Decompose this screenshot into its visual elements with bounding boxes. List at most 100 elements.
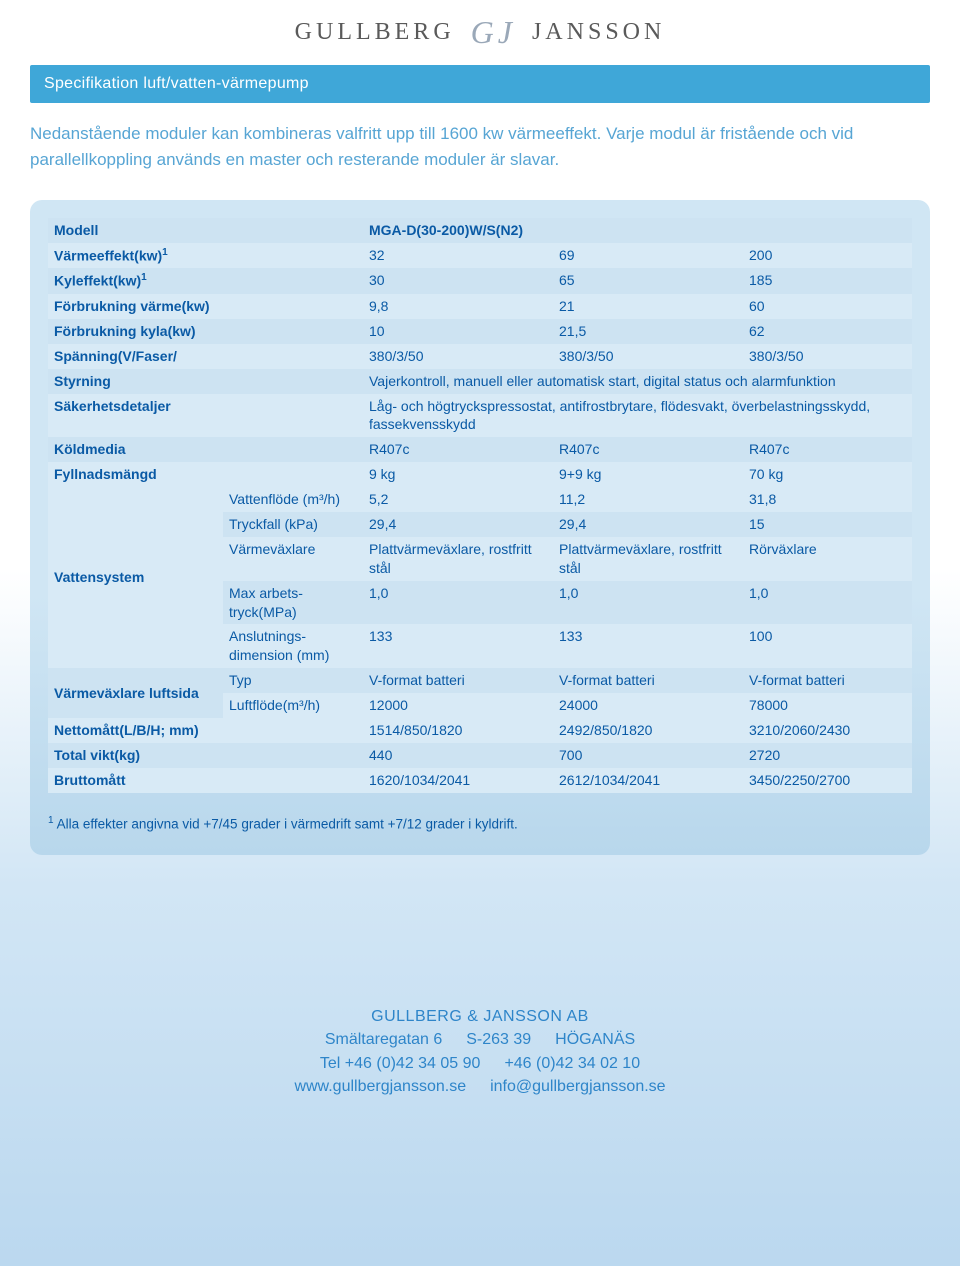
table-row: Förbrukning kyla(kw)1021,562 [48,319,912,344]
table-cell: 1620/1034/2041 [363,768,553,793]
table-cell: 3450/2250/2700 [743,768,912,793]
table-cell: 62 [743,319,912,344]
table-cell: 1,0 [743,581,912,625]
table-cell: MGA-D(30-200)W/S(N2) [363,218,912,243]
table-cell: 380/3/50 [553,344,743,369]
logo-right: JANSSON [532,19,665,45]
table-cell: Modell [48,218,363,243]
footer-tel1: Tel +46 (0)42 34 05 90 [320,1055,481,1072]
table-cell: Anslutnings­dimension (mm) [223,624,363,668]
table-cell: Bruttomått [48,768,363,793]
table-cell: Värmeväxlare [223,537,363,581]
table-cell: 185 [743,268,912,294]
table-cell: 700 [553,743,743,768]
table-cell: 12000 [363,693,553,718]
footer-addr-street: Smältaregatan 6 [325,1031,442,1048]
table-cell: Total vikt(kg) [48,743,363,768]
table-row: Bruttomått1620/1034/20412612/1034/204134… [48,768,912,793]
table-cell: 10 [363,319,553,344]
logo-monogram-icon: GJ [465,14,522,51]
footer-web: www.gullbergjansson.se [294,1078,466,1095]
table-row: StyrningVajerkontroll, manuell eller aut… [48,369,912,394]
table-row: KöldmediaR407cR407cR407c [48,437,912,462]
table-cell: Luftflöde(m³/h) [223,693,363,718]
table-cell: 9+9 kg [553,462,743,487]
spec-table: ModellMGA-D(30-200)W/S(N2)Värmeeffekt(kw… [48,218,912,793]
table-row: Kyleffekt(kw)13065185 [48,268,912,294]
table-cell: 100 [743,624,912,668]
table-cell: 9,8 [363,294,553,319]
table-cell: 380/3/50 [743,344,912,369]
table-cell: Styrning [48,369,363,394]
table-cell: 9 kg [363,462,553,487]
table-cell: Låg- och högtryckspressostat, antifrostb… [363,394,912,438]
table-cell: 1514/850/1820 [363,718,553,743]
table-cell: Plattvärmeväxlare, rostfritt stål [553,537,743,581]
table-cell: Spänning(V/Faser/ [48,344,363,369]
table-cell: Vajerkontroll, manuell eller automatisk … [363,369,912,394]
table-cell: R407c [363,437,553,462]
table-cell: 21,5 [553,319,743,344]
table-cell: 69 [553,243,743,269]
table-cell: Förbrukning värme(kw) [48,294,363,319]
table-cell: 11,2 [553,487,743,512]
table-cell: 29,4 [553,512,743,537]
spec-table-card: ModellMGA-D(30-200)W/S(N2)Värmeeffekt(kw… [30,200,930,855]
table-cell: 1,0 [363,581,553,625]
table-cell: V-format batteri [363,668,553,693]
logo: GULLBERG GJ JANSSON [30,0,930,65]
table-cell: 15 [743,512,912,537]
table-cell: Värmeväxlare luftsida [48,668,223,718]
table-cell: 24000 [553,693,743,718]
table-row: Värmeeffekt(kw)13269200 [48,243,912,269]
table-cell: 440 [363,743,553,768]
table-cell: V-format batteri [553,668,743,693]
table-cell: Tryckfall (kPa) [223,512,363,537]
table-cell: 3210/2060/2430 [743,718,912,743]
table-cell: 21 [553,294,743,319]
table-row: VattensystemVattenflöde (m³/h)5,211,231,… [48,487,912,512]
table-cell: Vattenflöde (m³/h) [223,487,363,512]
table-cell: Typ [223,668,363,693]
table-cell: 200 [743,243,912,269]
table-row: Värmeväxlare luftsidaTypV-format batteri… [48,668,912,693]
table-row: Total vikt(kg)4407002720 [48,743,912,768]
page-footer: GULLBERG & JANSSON AB Smältaregatan 6 S-2… [30,1005,930,1098]
intro-paragraph: Nedanstående moduler kan kombineras valf… [30,121,930,172]
table-cell: 31,8 [743,487,912,512]
footer-email: info@gullbergjansson.se [490,1078,665,1095]
table-row: SäkerhetsdetaljerLåg- och högtryckspress… [48,394,912,438]
table-cell: 60 [743,294,912,319]
table-cell: 70 kg [743,462,912,487]
table-cell: Kyleffekt(kw)1 [48,268,363,294]
table-cell: 78000 [743,693,912,718]
table-cell: 1,0 [553,581,743,625]
table-cell: 29,4 [363,512,553,537]
table-cell: Värmeeffekt(kw)1 [48,243,363,269]
table-cell: Köldmedia [48,437,363,462]
table-cell: 2720 [743,743,912,768]
table-cell: R407c [743,437,912,462]
table-row: Förbrukning värme(kw)9,82160 [48,294,912,319]
table-cell: Max arbets­tryck(MPa) [223,581,363,625]
table-cell: Fyllnadsmängd [48,462,363,487]
table-cell: 32 [363,243,553,269]
table-cell: Säkerhetsdetaljer [48,394,363,438]
table-cell: 65 [553,268,743,294]
table-cell: Vattensystem [48,487,223,668]
table-cell: Förbrukning kyla(kw) [48,319,363,344]
footer-addr-postcode: S-263 39 [466,1031,531,1048]
table-cell: R407c [553,437,743,462]
table-cell: V-format batteri [743,668,912,693]
footer-addr-city: HÖGANÄS [555,1031,635,1048]
table-cell: 380/3/50 [363,344,553,369]
table-cell: 2492/850/1820 [553,718,743,743]
table-cell: 30 [363,268,553,294]
section-title: Specifikation luft/vatten-värmepump [30,65,930,103]
table-cell: 133 [363,624,553,668]
table-cell: 5,2 [363,487,553,512]
table-cell: 2612/1034/2041 [553,768,743,793]
logo-left: GULLBERG [295,19,455,45]
footer-company: GULLBERG & JANSSON AB [30,1005,930,1028]
table-row: Nettomått(L/B/H; mm)1514/850/18202492/85… [48,718,912,743]
